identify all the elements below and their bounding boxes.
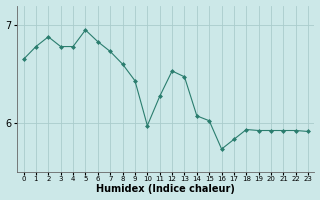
X-axis label: Humidex (Indice chaleur): Humidex (Indice chaleur)	[96, 184, 235, 194]
